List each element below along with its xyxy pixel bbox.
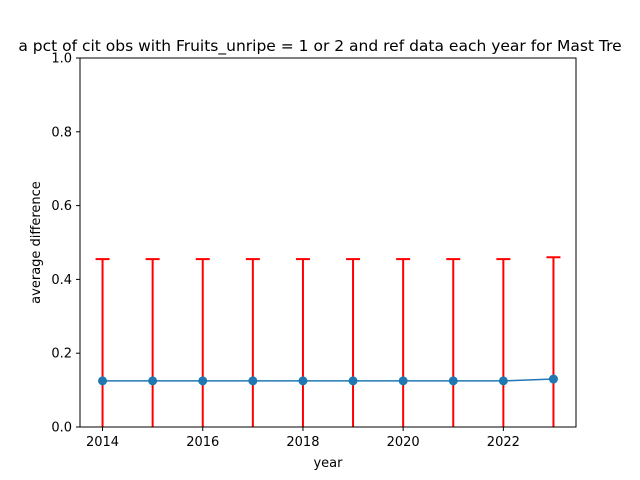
x-tick-label: 2018 <box>286 435 319 450</box>
data-point <box>448 376 458 386</box>
series-group <box>95 256 561 427</box>
series-line <box>102 378 554 382</box>
x-tick-label: 2014 <box>86 435 119 450</box>
y-tick-label: 0.2 <box>51 347 72 362</box>
y-axis-label: average difference <box>29 181 44 304</box>
data-point <box>548 374 558 384</box>
x-axis-label: year <box>313 456 343 471</box>
y-tick-label: 1.0 <box>51 52 72 67</box>
y-axis: 0.0 0.2 0.4 0.6 0.8 1.0 <box>51 52 80 436</box>
axes-frame <box>79 57 577 428</box>
data-point <box>248 376 258 386</box>
data-point <box>298 376 308 386</box>
x-tick-label: 2022 <box>487 435 520 450</box>
y-tick-label: 0.4 <box>51 273 72 288</box>
plot-area <box>95 256 561 427</box>
data-point <box>148 376 158 386</box>
y-tick-label: 0.8 <box>51 125 72 140</box>
data-point <box>98 376 108 386</box>
data-point <box>348 376 358 386</box>
x-tick-label: 2020 <box>387 435 420 450</box>
x-tick-label: 2016 <box>186 435 219 450</box>
data-point <box>398 376 408 386</box>
x-axis: 2014 2016 2018 2020 2022 <box>86 427 520 450</box>
data-point <box>198 376 208 386</box>
data-point <box>498 376 508 386</box>
y-tick-label: 0.6 <box>51 199 72 214</box>
y-tick-label: 0.0 <box>51 421 72 436</box>
chart-title: a pct of cit obs with Fruits_unripe = 1 … <box>18 37 621 56</box>
